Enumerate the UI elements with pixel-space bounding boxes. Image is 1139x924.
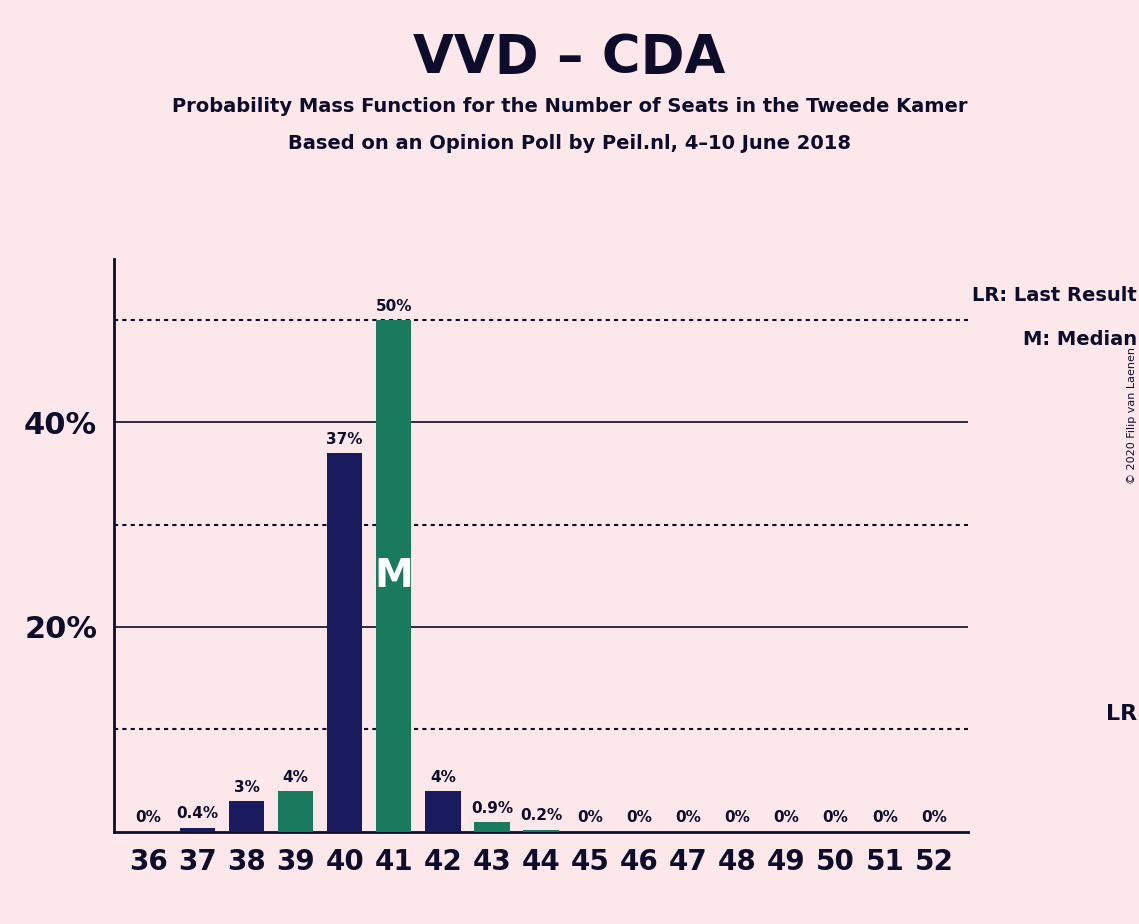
Bar [474,822,509,832]
Text: VVD – CDA: VVD – CDA [413,32,726,84]
Text: 0%: 0% [626,810,653,825]
Text: 4%: 4% [429,770,456,784]
Text: 0.2%: 0.2% [519,808,563,823]
Text: 3%: 3% [233,780,260,795]
Bar [180,828,215,832]
Bar [425,791,460,832]
Text: 0%: 0% [822,810,849,825]
Text: 0%: 0% [136,810,162,825]
Bar [278,791,313,832]
Text: M: M [375,557,413,595]
Text: 0%: 0% [920,810,947,825]
Bar [229,801,264,832]
Text: 0%: 0% [724,810,751,825]
Text: 37%: 37% [327,432,363,447]
Text: M: Median: M: Median [1023,331,1137,349]
Bar [376,320,411,832]
Text: 50%: 50% [376,299,412,314]
Bar [523,830,559,832]
Text: 0.9%: 0.9% [470,801,513,816]
Text: Based on an Opinion Poll by Peil.nl, 4–10 June 2018: Based on an Opinion Poll by Peil.nl, 4–1… [288,134,851,153]
Text: 0%: 0% [773,810,800,825]
Text: © 2020 Filip van Laenen: © 2020 Filip van Laenen [1126,347,1137,484]
Text: LR: LR [1106,704,1137,724]
Text: 0.4%: 0.4% [177,807,219,821]
Text: Probability Mass Function for the Number of Seats in the Tweede Kamer: Probability Mass Function for the Number… [172,97,967,116]
Text: 0%: 0% [871,810,898,825]
Text: 0%: 0% [577,810,603,825]
Bar [327,453,362,832]
Text: LR: Last Result: LR: Last Result [972,286,1137,305]
Text: 0%: 0% [675,810,702,825]
Text: 4%: 4% [282,770,309,784]
